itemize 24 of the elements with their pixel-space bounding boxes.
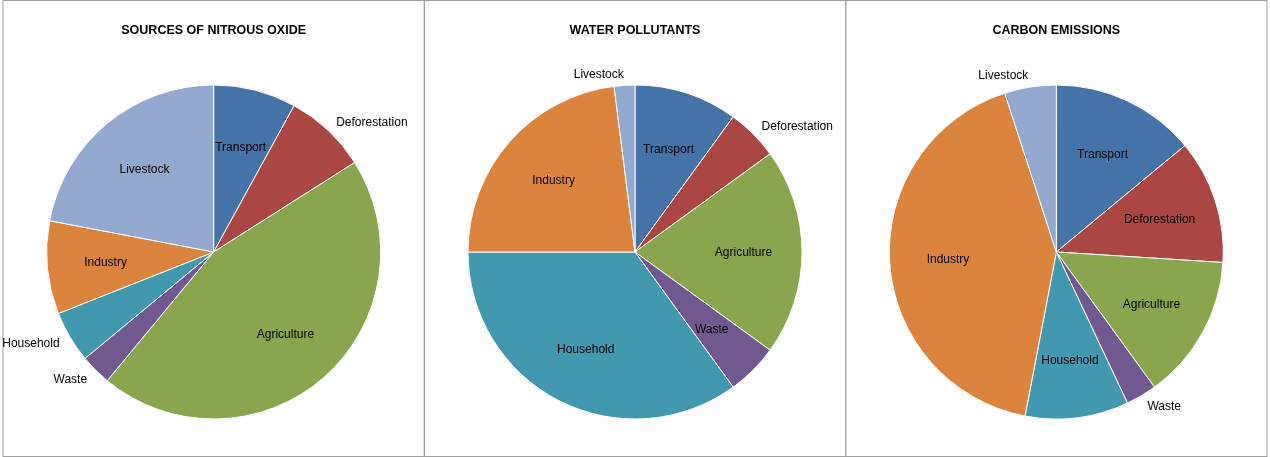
slice-label: Waste	[1147, 399, 1182, 414]
chart-title: CARBON EMISSIONS	[992, 23, 1121, 37]
slice-label: Industry	[532, 173, 575, 188]
slice-label: Transport	[643, 141, 695, 156]
slice-label: Industry	[926, 252, 970, 267]
slice-label: Deforestation	[1123, 211, 1196, 226]
slice-label: Household	[2, 336, 60, 351]
slice-label: Agriculture	[256, 326, 315, 341]
slice-label: Waste	[53, 371, 88, 386]
slice-label: Household	[557, 341, 615, 356]
slice-label: Transport	[1077, 146, 1129, 161]
chart-title: SOURCES OF NITROUS OXIDE	[121, 23, 307, 37]
chart-title: WATER POLLUTANTS	[569, 23, 701, 37]
slice-label: Livestock	[119, 161, 171, 176]
slice-label: Livestock	[978, 68, 1030, 83]
slice-label: Livestock	[573, 66, 625, 81]
slice-label: Waste	[694, 321, 729, 336]
slice-label: Agriculture	[714, 245, 773, 260]
slice-label: Household	[1041, 352, 1099, 367]
slice-label: Industry	[84, 255, 127, 270]
slice-label: Deforestation	[761, 118, 833, 133]
slice-label: Agriculture	[1122, 297, 1181, 312]
slice-label: Deforestation	[336, 114, 408, 129]
slice-label: Transport	[215, 140, 267, 155]
